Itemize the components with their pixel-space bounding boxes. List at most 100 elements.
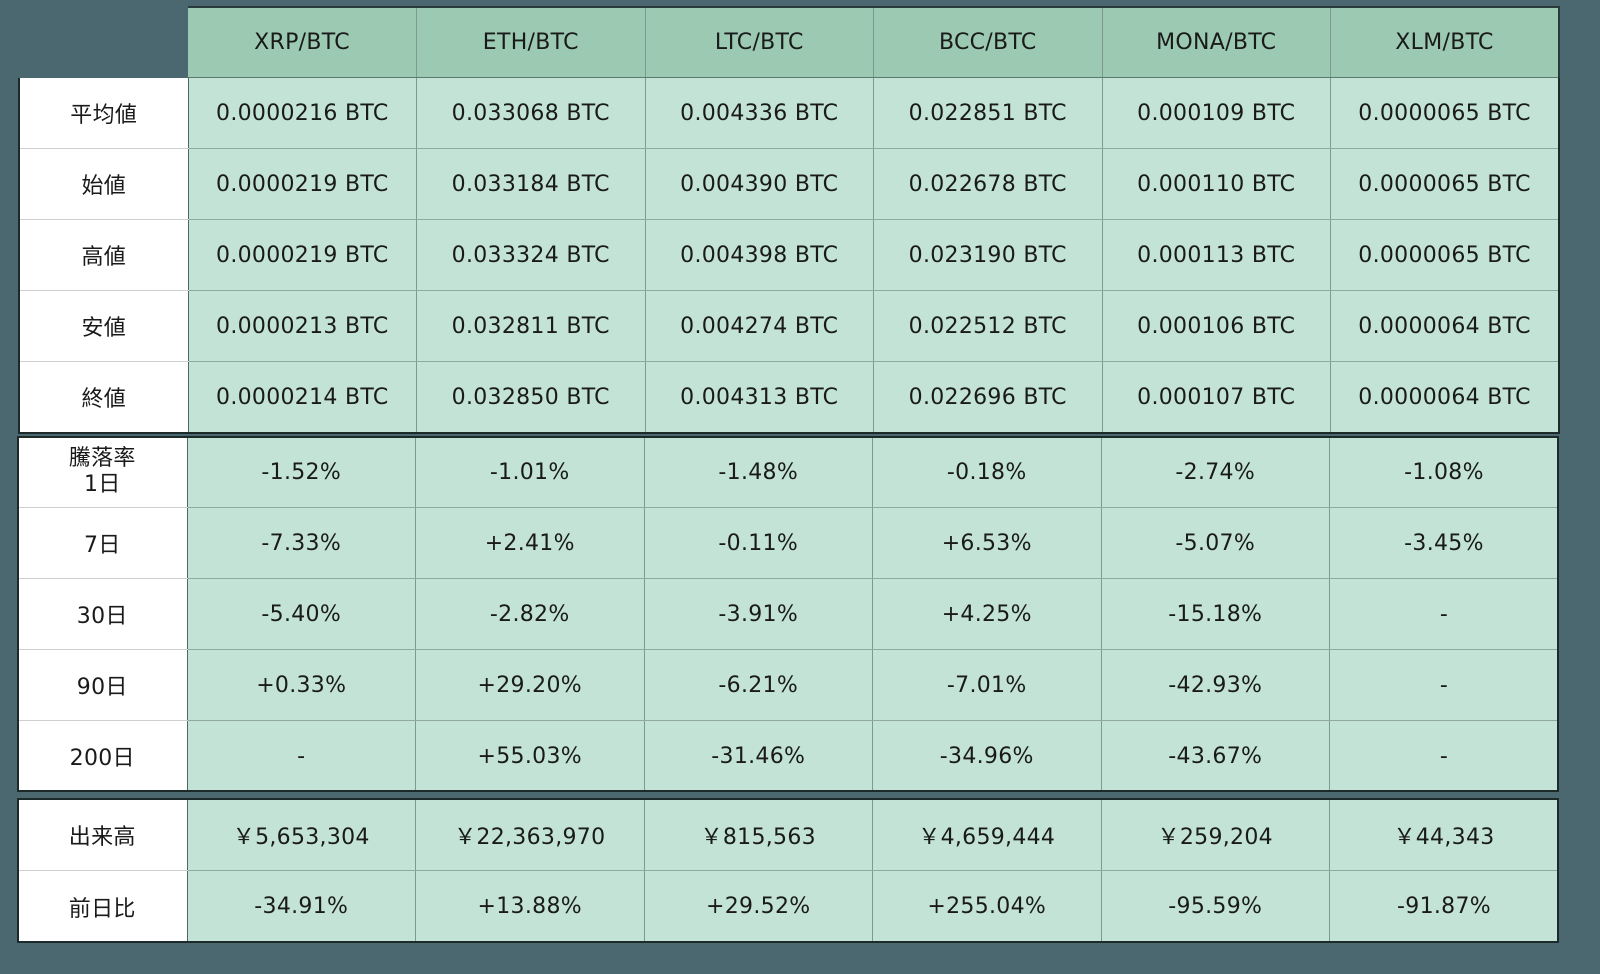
table-row-volume: 出来高 ￥5,653,304 ￥22,363,970 ￥815,563 ￥4,6…: [18, 799, 1558, 871]
table-cell: ￥259,204: [1101, 799, 1330, 871]
table-cell: -: [1329, 649, 1558, 721]
table-cell: 0.0000064 BTC: [1330, 361, 1560, 434]
table-cell: 0.033324 BTC: [416, 219, 646, 291]
table-cell: -7.33%: [187, 507, 416, 579]
row-label: 30日: [18, 578, 188, 650]
table-cell: 0.000110 BTC: [1102, 148, 1331, 220]
table-cell: 0.022851 BTC: [873, 77, 1103, 149]
table-row-high: 高値 0.0000219 BTC 0.033324 BTC 0.004398 B…: [18, 219, 1560, 291]
table-row-200d: 200日 - +55.03% -31.46% -34.96% -43.67% -: [18, 720, 1558, 791]
table-row-1d: 騰落率 1日 -1.52% -1.01% -1.48% -0.18% -2.74…: [18, 437, 1558, 508]
table-cell: +6.53%: [872, 507, 1102, 579]
table-cell: 0.0000219 BTC: [188, 148, 417, 220]
table-cell: -43.67%: [1101, 720, 1330, 791]
table-cell: ￥22,363,970: [415, 799, 645, 871]
table-cell: -1.48%: [644, 437, 873, 508]
table-cell: -31.46%: [644, 720, 873, 791]
row-label: 出来高: [18, 799, 188, 871]
table-cell: -3.91%: [644, 578, 873, 650]
table-cell: 0.000113 BTC: [1102, 219, 1331, 291]
table-cell: 0.0000065 BTC: [1330, 77, 1560, 149]
table-cell: 0.0000065 BTC: [1330, 148, 1560, 220]
table-cell: +29.20%: [415, 649, 645, 721]
table-cell: 0.0000065 BTC: [1330, 219, 1560, 291]
table-cell: -2.82%: [415, 578, 645, 650]
table-cell: ￥815,563: [644, 799, 873, 871]
column-header: LTC/BTC: [645, 6, 874, 78]
table-cell: 0.000109 BTC: [1102, 77, 1331, 149]
table-cell: 0.0000213 BTC: [188, 290, 417, 362]
table-cell: +4.25%: [872, 578, 1102, 650]
column-header: XRP/BTC: [188, 6, 417, 78]
table-cell: -: [187, 720, 416, 791]
table-cell: 0.004313 BTC: [645, 361, 874, 434]
column-header: MONA/BTC: [1102, 6, 1331, 78]
table-cell: -0.18%: [872, 437, 1102, 508]
table-cell: +0.33%: [187, 649, 416, 721]
table-row-average: 平均値 0.0000216 BTC 0.033068 BTC 0.004336 …: [18, 77, 1560, 149]
row-label: 安値: [18, 290, 189, 362]
column-header: XLM/BTC: [1330, 6, 1560, 78]
table-cell: -5.40%: [187, 578, 416, 650]
table-cell: 0.004336 BTC: [645, 77, 874, 149]
table-cell: 0.000106 BTC: [1102, 290, 1331, 362]
table-cell: 0.004390 BTC: [645, 148, 874, 220]
table-row-30d: 30日 -5.40% -2.82% -3.91% +4.25% -15.18% …: [18, 578, 1558, 650]
table-cell: +13.88%: [415, 870, 645, 942]
table-cell: 0.0000216 BTC: [188, 77, 417, 149]
table-cell: -: [1329, 578, 1558, 650]
table-cell: -0.11%: [644, 507, 873, 579]
row-label: 高値: [18, 219, 189, 291]
change-rate-title: 騰落率: [68, 446, 136, 471]
row-label: 平均値: [18, 77, 189, 149]
table-cell: 0.022678 BTC: [873, 148, 1103, 220]
table-cell: 0.032811 BTC: [416, 290, 646, 362]
table-cell: 0.0000064 BTC: [1330, 290, 1560, 362]
table-row-90d: 90日 +0.33% +29.20% -6.21% -7.01% -42.93%…: [18, 649, 1558, 721]
table-cell: -91.87%: [1329, 870, 1558, 942]
table-cell: -42.93%: [1101, 649, 1330, 721]
table-cell: 0.022512 BTC: [873, 290, 1103, 362]
header-corner: [19, 7, 188, 78]
row-label: 前日比: [18, 870, 188, 942]
table-cell: -1.52%: [187, 437, 416, 508]
table-row-close: 終値 0.0000214 BTC 0.032850 BTC 0.004313 B…: [18, 361, 1560, 434]
price-table: XRP/BTC ETH/BTC LTC/BTC BCC/BTC MONA/BTC…: [18, 6, 1560, 434]
table-cell: 0.000107 BTC: [1102, 361, 1331, 434]
row-label: 終値: [18, 361, 189, 434]
table-cell: 0.0000214 BTC: [188, 361, 417, 434]
table-cell: 0.032850 BTC: [416, 361, 646, 434]
table-cell: 0.023190 BTC: [873, 219, 1103, 291]
table-row-low: 安値 0.0000213 BTC 0.032811 BTC 0.004274 B…: [18, 290, 1560, 362]
table-cell: ￥44,343: [1329, 799, 1558, 871]
row-label: 始値: [18, 148, 189, 220]
header-row: XRP/BTC ETH/BTC LTC/BTC BCC/BTC MONA/BTC…: [19, 6, 1560, 78]
row-label-period: 1日: [83, 472, 121, 497]
row-label: 200日: [18, 720, 188, 791]
table-cell: 0.022696 BTC: [873, 361, 1103, 434]
table-cell: +255.04%: [872, 870, 1102, 942]
table-cell: 0.033184 BTC: [416, 148, 646, 220]
table-row-day-over-day: 前日比 -34.91% +13.88% +29.52% +255.04% -95…: [18, 870, 1558, 942]
column-header: ETH/BTC: [416, 6, 646, 78]
table-cell: 0.033068 BTC: [416, 77, 646, 149]
column-header: BCC/BTC: [873, 6, 1103, 78]
table-cell: -95.59%: [1101, 870, 1330, 942]
table-cell: +2.41%: [415, 507, 645, 579]
table-cell: +55.03%: [415, 720, 645, 791]
table-cell: 0.0000219 BTC: [188, 219, 417, 291]
row-label: 7日: [18, 507, 188, 579]
table-cell: 0.004274 BTC: [645, 290, 874, 362]
volume-table: 出来高 ￥5,653,304 ￥22,363,970 ￥815,563 ￥4,6…: [17, 798, 1559, 943]
table-cell: -: [1329, 720, 1558, 791]
table-cell: -2.74%: [1101, 437, 1330, 508]
table-cell: -34.91%: [187, 870, 416, 942]
table-cell: -1.01%: [415, 437, 645, 508]
table-cell: ￥4,659,444: [872, 799, 1102, 871]
change-rate-table: 騰落率 1日 -1.52% -1.01% -1.48% -0.18% -2.74…: [17, 436, 1559, 792]
table-cell: -7.01%: [872, 649, 1102, 721]
row-label: 騰落率 1日: [18, 437, 188, 508]
table-cell: -15.18%: [1101, 578, 1330, 650]
table-cell: -1.08%: [1329, 437, 1558, 508]
table-cell: -6.21%: [644, 649, 873, 721]
